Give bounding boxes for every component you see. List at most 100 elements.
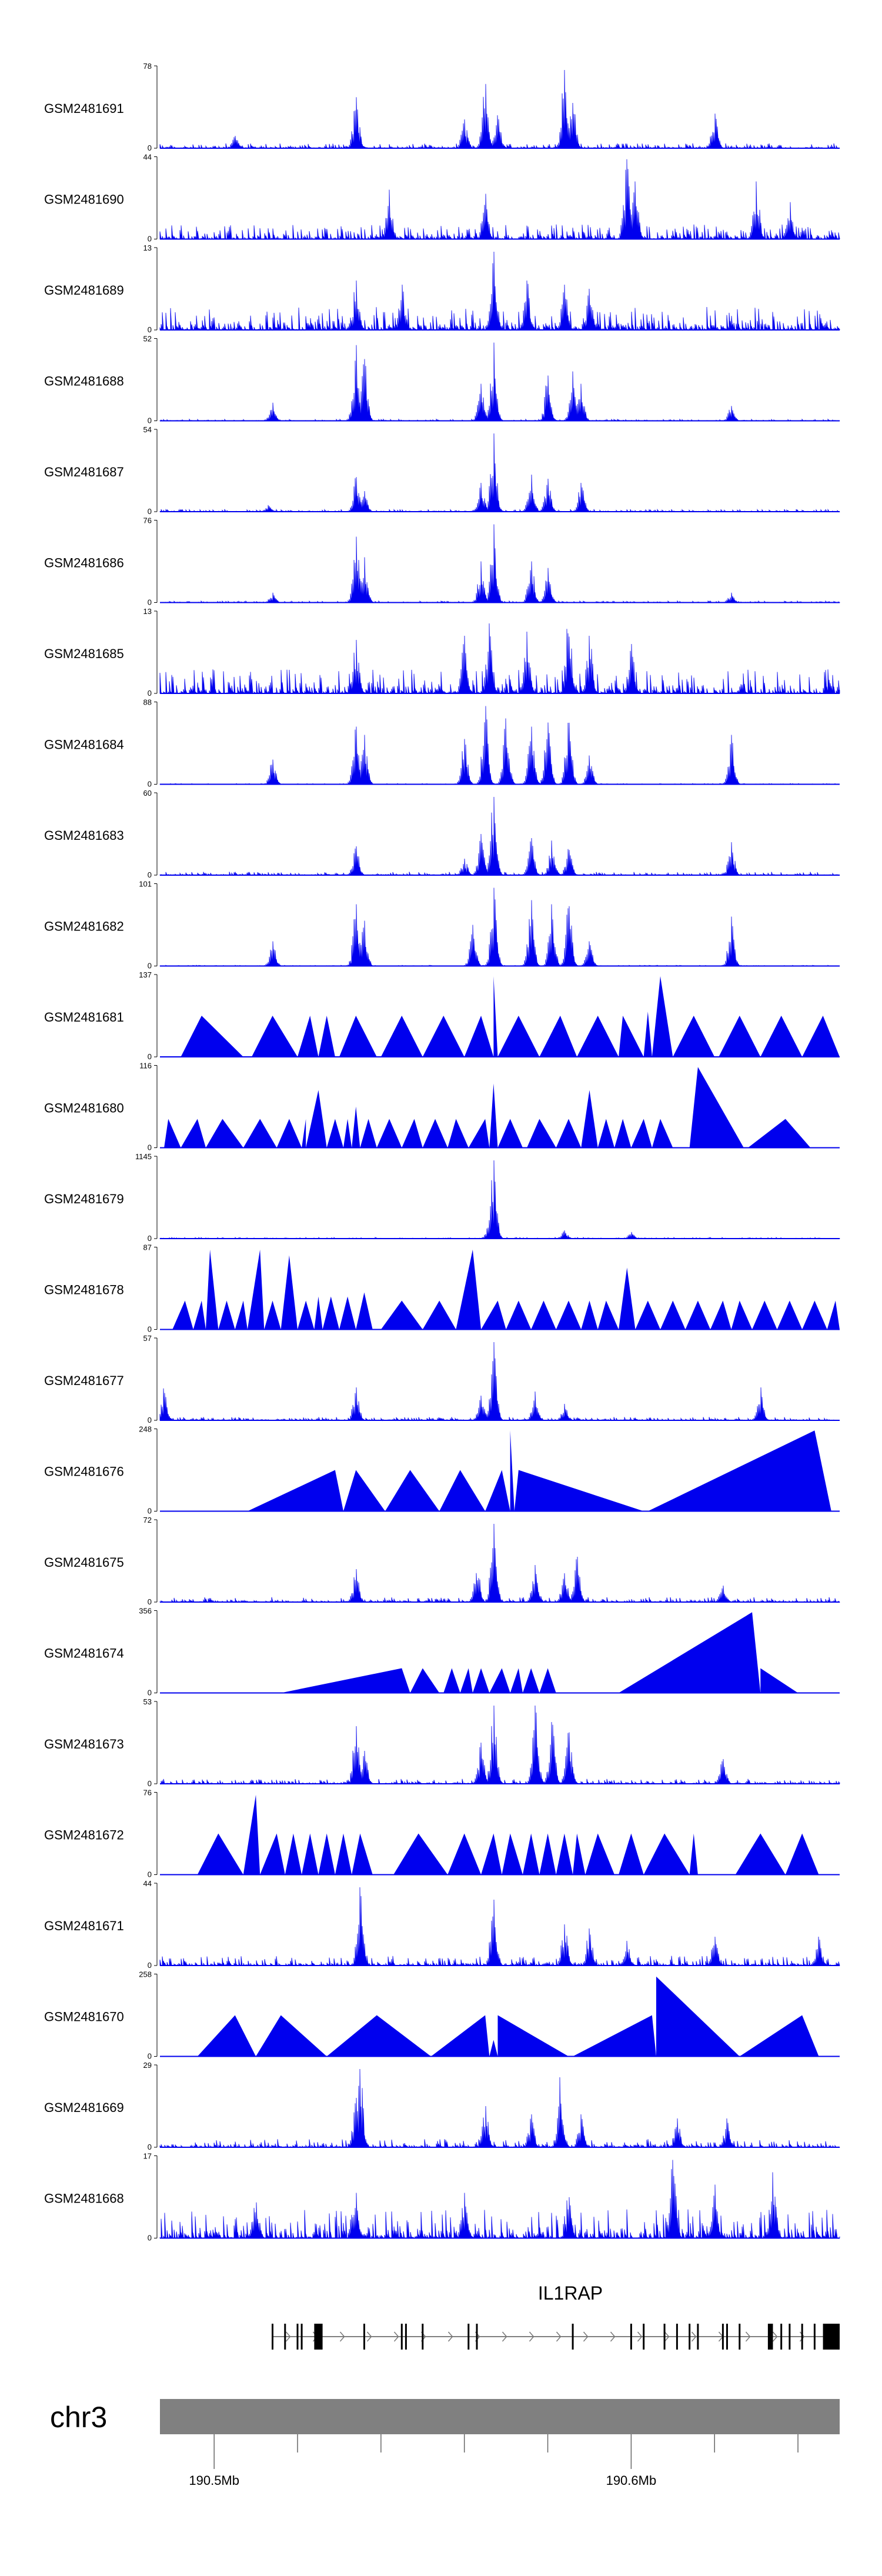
exon (467, 2324, 470, 2350)
signal-segment (631, 1119, 652, 1148)
signal-segment (802, 1300, 827, 1330)
signal-segment (380, 1016, 423, 1057)
track-label: GSM2481677 (44, 1373, 124, 1388)
signal-segment (380, 1300, 423, 1330)
y-max-label: 57 (143, 1334, 152, 1343)
strand-arrow (772, 2331, 778, 2342)
signal-segment (456, 1249, 482, 1330)
track-GSM2481691: GSM2481691 78 0 (44, 62, 840, 152)
signal-segment (206, 1249, 219, 1330)
signal-segment (556, 1300, 582, 1330)
signal-segment (318, 1833, 335, 1875)
signal-segment (802, 1016, 840, 1057)
signal-segment (356, 1292, 373, 1330)
track-GSM2481677: GSM2481677 57 0 (44, 1334, 840, 1424)
track-GSM2481690: GSM2481690 44 0 (44, 153, 840, 243)
track-GSM2481683: GSM2481683 60 0 (44, 789, 840, 879)
exon (697, 2324, 699, 2350)
y-min-label: 0 (148, 2143, 152, 2151)
y-max-label: 54 (143, 425, 152, 434)
signal-segment (285, 1833, 302, 1875)
strand-arrow (664, 2331, 670, 2342)
y-min-label: 0 (148, 1143, 152, 1152)
signal-area (159, 1160, 840, 1240)
exon (789, 2324, 791, 2350)
signal-segment (431, 2015, 490, 2057)
track-label: GSM2481690 (44, 192, 124, 207)
track-label: GSM2481679 (44, 1192, 124, 1206)
y-max-label: 116 (139, 1062, 152, 1070)
signal-segment (710, 1300, 731, 1330)
signal-segment (360, 1119, 377, 1148)
track-GSM2481685: GSM2481685 13 0 (44, 607, 840, 698)
signal-segment (410, 1668, 440, 1693)
track-label: GSM2481673 (44, 1737, 124, 1751)
y-min-label: 0 (148, 1325, 152, 1334)
track-label: GSM2481678 (44, 1283, 124, 1297)
track-label: GSM2481685 (44, 646, 124, 661)
exon (780, 2324, 783, 2350)
y-min-label: 0 (148, 1416, 152, 1424)
signal-segment (260, 1833, 285, 1875)
signal-segment (597, 1300, 619, 1330)
y-max-label: 60 (143, 789, 152, 798)
signal-segment (447, 1833, 482, 1875)
signal-segment (510, 1668, 523, 1693)
signal-segment (585, 1833, 614, 1875)
signal-area (159, 887, 840, 967)
track-GSM2481686: GSM2481686 76 0 (44, 516, 840, 607)
exon (689, 2324, 691, 2350)
signal-segment (247, 1470, 343, 1511)
y-max-label: 17 (143, 2152, 152, 2161)
exon (813, 2324, 816, 2350)
signal-area (159, 623, 840, 695)
strand-arrow (610, 2331, 616, 2342)
signal-segment (326, 2015, 431, 2057)
signal-segment (393, 1833, 448, 1875)
track-label: GSM2481670 (44, 2010, 124, 2024)
signal-area (159, 1887, 840, 1967)
signal-segment (539, 1668, 556, 1693)
signal-segment (556, 1119, 582, 1148)
signal-segment (280, 1668, 410, 1693)
signal-segment (280, 1255, 298, 1330)
signal-segment (523, 1668, 540, 1693)
signal-segment (497, 2015, 569, 2057)
track-GSM2481689: GSM2481689 13 0 (44, 243, 840, 334)
signal-segment (577, 1016, 619, 1057)
signal-segment (302, 1119, 306, 1148)
signal-segment (689, 1833, 698, 1875)
signal-segment (218, 1300, 235, 1330)
exon (363, 2324, 365, 2350)
track-GSM2481679: GSM2481679 1145 0 (44, 1152, 840, 1243)
signal-segment (531, 1300, 556, 1330)
track-GSM2481684: GSM2481684 88 0 (44, 698, 840, 789)
signal-segment (502, 1833, 523, 1875)
y-max-label: 13 (143, 243, 152, 252)
signal-segment (643, 1833, 690, 1875)
exon (422, 2324, 424, 2350)
chromosome-label: chr3 (50, 2401, 107, 2434)
y-max-label: 76 (143, 1788, 152, 1797)
signal-segment (514, 1470, 644, 1511)
signal-segment (302, 1833, 319, 1875)
signal-area (160, 524, 840, 604)
track-GSM2481687: GSM2481687 54 0 (44, 425, 840, 516)
signal-segment (619, 1612, 761, 1693)
track-label: GSM2481682 (44, 919, 124, 934)
exon (676, 2324, 678, 2350)
signal-segment (422, 1300, 456, 1330)
signal-segment (660, 1300, 686, 1330)
strand-arrow (393, 2331, 399, 2342)
gene-label: IL1RAP (538, 2283, 603, 2304)
signal-segment (252, 1016, 298, 1057)
axis-tick-label: 190.6Mb (606, 2473, 657, 2488)
chromosome-bar (160, 2399, 840, 2434)
track-GSM2481669: GSM2481669 29 0 (44, 2061, 840, 2151)
exon-block (314, 2324, 323, 2350)
signal-segment (318, 1016, 335, 1057)
track-label: GSM2481681 (44, 1010, 124, 1025)
strand-arrow (556, 2331, 562, 2342)
signal-segment (402, 1119, 423, 1148)
signal-segment (164, 1119, 181, 1148)
